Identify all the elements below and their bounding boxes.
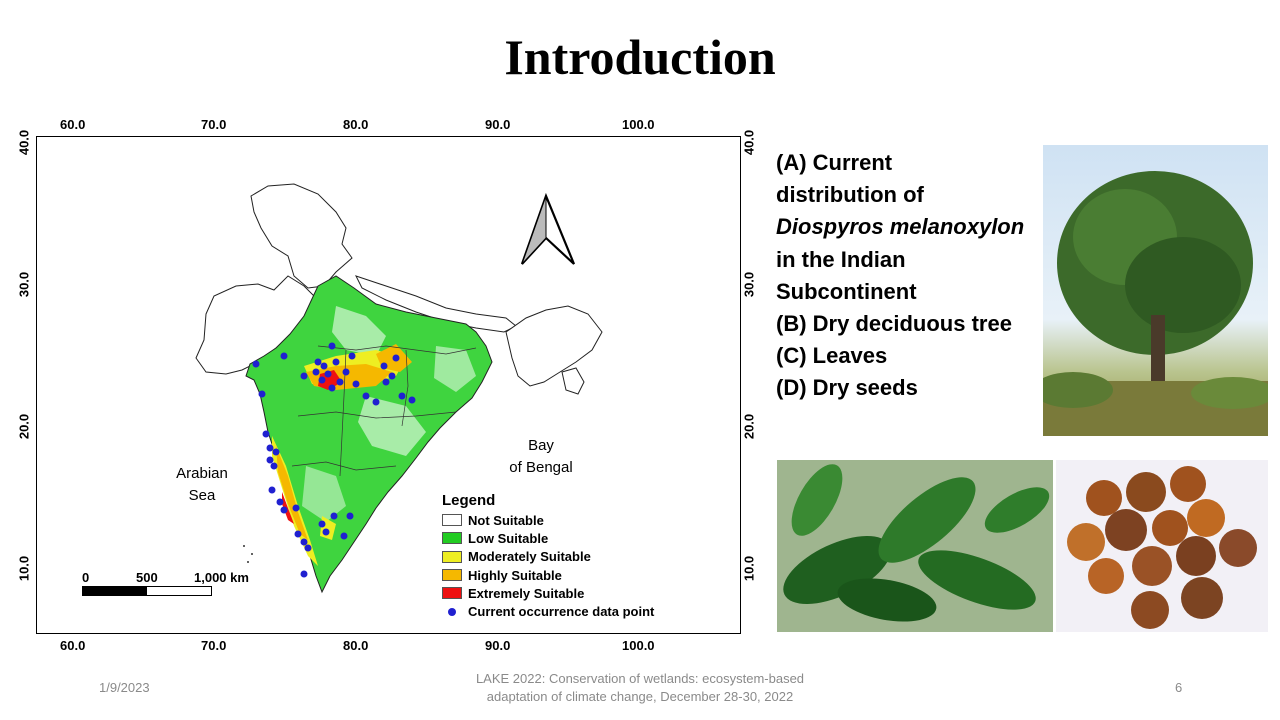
legend-item-moderately-suitable: Moderately Suitable xyxy=(442,548,654,566)
y-tick-right-40: 40.0 xyxy=(741,129,757,156)
southeast-region-outline xyxy=(561,367,585,395)
x-tick-bottom-70: 70.0 xyxy=(201,638,227,653)
north-arrow-icon xyxy=(520,192,576,265)
y-tick-left-40: 40.0 xyxy=(16,129,32,156)
northern-region-outline xyxy=(250,183,353,289)
y-tick-left-30: 30.0 xyxy=(16,271,32,298)
scale-label-1000: 1,000 km xyxy=(194,570,249,585)
leaves-photo xyxy=(777,460,1053,632)
x-tick-top-90: 90.0 xyxy=(485,117,511,132)
page-number: 6 xyxy=(1175,680,1183,695)
legend-item-not-suitable: Not Suitable xyxy=(442,511,654,529)
x-tick-bottom-60: 60.0 xyxy=(60,638,86,653)
x-tick-bottom-90: 90.0 xyxy=(485,638,511,653)
y-tick-left-20: 20.0 xyxy=(16,413,32,440)
slide-title: Introduction xyxy=(504,29,776,85)
legend-item-low-suitable: Low Suitable xyxy=(442,529,654,547)
footer-date: 1/9/2023 xyxy=(99,680,150,695)
occurrence-points xyxy=(252,342,416,578)
scale-bar: 0 500 1,000 km xyxy=(82,570,282,596)
x-tick-top-70: 70.0 xyxy=(201,117,227,132)
x-tick-top-60: 60.0 xyxy=(60,117,86,132)
dry-seeds-photo xyxy=(1056,460,1268,632)
y-tick-right-10: 10.0 xyxy=(741,555,757,582)
x-tick-bottom-100: 100.0 xyxy=(622,638,655,653)
y-tick-left-10: 10.0 xyxy=(16,555,32,582)
x-tick-top-100: 100.0 xyxy=(622,117,655,132)
x-tick-top-80: 80.0 xyxy=(343,117,369,132)
eastern-region-outline xyxy=(505,305,603,387)
legend-item-extremely-suitable: Extremely Suitable xyxy=(442,584,654,602)
x-tick-bottom-80: 80.0 xyxy=(343,638,369,653)
india-map-graphic xyxy=(195,183,603,594)
map-legend: Legend Not Suitable Low Suitable Moderat… xyxy=(442,492,654,621)
bay-of-bengal-label: Bay of Bengal xyxy=(509,437,573,476)
scale-label-500: 500 xyxy=(136,570,158,585)
y-tick-right-30: 30.0 xyxy=(741,271,757,298)
scale-label-0: 0 xyxy=(82,570,90,585)
y-tick-right-20: 20.0 xyxy=(741,413,757,440)
legend-title: Legend xyxy=(442,492,496,509)
dry-deciduous-tree-photo xyxy=(1043,145,1268,436)
footer-conference-text: LAKE 2022: Conservation of wetlands: eco… xyxy=(475,671,805,704)
arabian-sea-label: Arabian Sea xyxy=(176,465,228,504)
legend-item-highly-suitable: Highly Suitable xyxy=(442,566,654,584)
figure-description: (A) Current distribution of Diospyros me… xyxy=(776,150,1025,401)
legend-item-occurrence-point: Current occurrence data point xyxy=(442,602,654,620)
